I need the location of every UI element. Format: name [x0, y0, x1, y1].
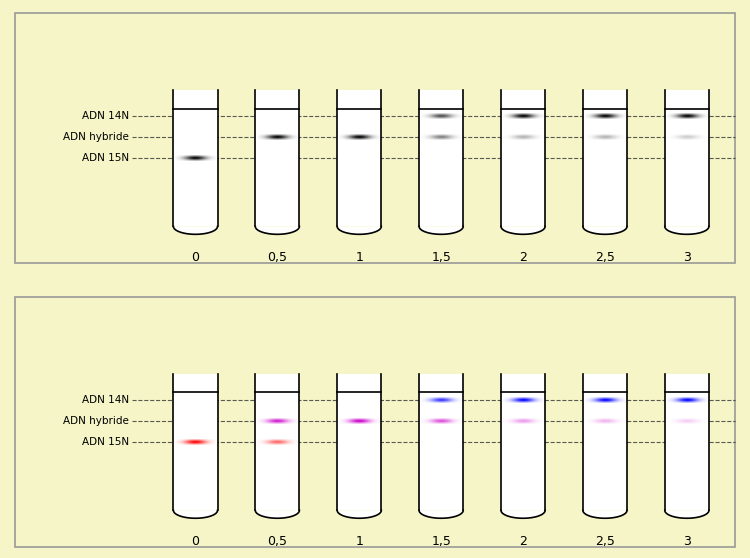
Bar: [664, 90, 709, 227]
Bar: [173, 374, 217, 511]
Polygon shape: [173, 511, 217, 518]
Polygon shape: [173, 227, 217, 234]
Bar: [419, 374, 464, 511]
Text: 0,5: 0,5: [267, 536, 287, 549]
Polygon shape: [255, 511, 299, 518]
Text: ADN 15N: ADN 15N: [82, 437, 129, 447]
Bar: [419, 90, 464, 227]
Bar: [501, 90, 545, 227]
Text: 3: 3: [683, 536, 691, 549]
Bar: [255, 374, 299, 511]
Bar: [664, 374, 709, 511]
Text: 0: 0: [191, 252, 200, 264]
FancyBboxPatch shape: [15, 297, 735, 547]
Polygon shape: [338, 227, 381, 234]
Bar: [173, 90, 217, 227]
Polygon shape: [338, 511, 381, 518]
Text: ADN 14N: ADN 14N: [82, 395, 129, 405]
Text: ADN 14N: ADN 14N: [82, 111, 129, 121]
Bar: [501, 374, 545, 511]
Text: 0: 0: [191, 536, 200, 549]
Text: 0,5: 0,5: [267, 252, 287, 264]
Polygon shape: [583, 227, 627, 234]
Polygon shape: [501, 227, 545, 234]
FancyBboxPatch shape: [15, 13, 735, 263]
Polygon shape: [664, 227, 709, 234]
Polygon shape: [419, 511, 464, 518]
Text: 3: 3: [683, 252, 691, 264]
Bar: [338, 374, 381, 511]
Text: 1: 1: [356, 536, 363, 549]
Bar: [338, 90, 381, 227]
Bar: [583, 374, 627, 511]
Bar: [583, 90, 627, 227]
Bar: [255, 90, 299, 227]
Text: ADN hybride: ADN hybride: [63, 416, 129, 426]
Text: 2: 2: [519, 252, 527, 264]
Polygon shape: [501, 511, 545, 518]
Text: 2,5: 2,5: [595, 536, 615, 549]
Polygon shape: [255, 227, 299, 234]
Text: 1,5: 1,5: [431, 252, 451, 264]
Text: ADN hybride: ADN hybride: [63, 132, 129, 142]
Text: 1,5: 1,5: [431, 536, 451, 549]
Text: 2,5: 2,5: [595, 252, 615, 264]
Text: 1: 1: [356, 252, 363, 264]
Polygon shape: [664, 511, 709, 518]
Text: 2: 2: [519, 536, 527, 549]
Polygon shape: [419, 227, 464, 234]
Polygon shape: [583, 511, 627, 518]
Text: ADN 15N: ADN 15N: [82, 153, 129, 163]
